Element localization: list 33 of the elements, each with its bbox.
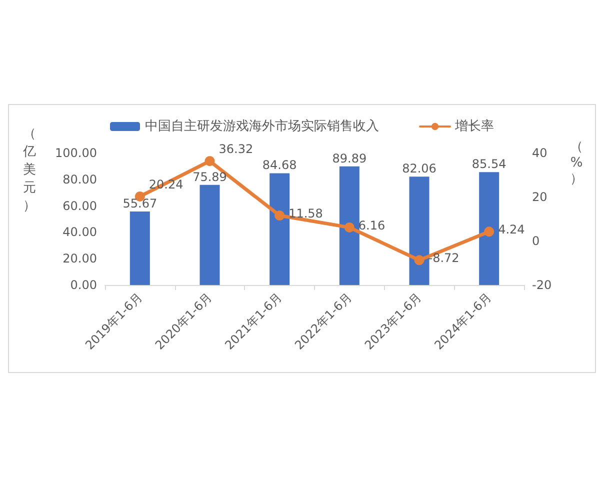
bar (339, 166, 360, 285)
bar (479, 172, 500, 285)
y2-axis-title: （%） (570, 140, 583, 186)
point (414, 255, 424, 266)
data-label: 82.06 (402, 162, 436, 176)
bar (270, 173, 290, 285)
data-label: 55.67 (122, 196, 158, 211)
y2-tick-label: -20 (532, 278, 552, 292)
point (204, 156, 215, 166)
data-label: 84.68 (262, 158, 297, 172)
point (274, 210, 285, 221)
data-label: 85.54 (472, 157, 506, 172)
bar (200, 184, 220, 285)
y-tick-label: 40.00 (62, 225, 97, 240)
point (344, 222, 354, 232)
y2-tick-label: 40 (532, 146, 548, 160)
y2-tick-label: 20 (532, 190, 548, 204)
data-label: 11.58 (288, 206, 323, 221)
bar (130, 212, 150, 285)
y-tick-label: 20.00 (62, 252, 97, 266)
y-tick-label: 80.00 (62, 172, 97, 186)
y-axis-title: （亿美元） (22, 126, 36, 214)
data-label: 36.32 (218, 142, 254, 156)
legend-label: 中国自主研发游戏海外市场实际销售收入 (145, 118, 379, 134)
y-tick-label: 0.00 (70, 278, 97, 292)
data-label: 89.89 (332, 151, 367, 166)
legend-label: 增长率 (454, 118, 494, 134)
y-tick-label: 60.00 (62, 198, 97, 213)
point (484, 226, 494, 237)
data-label: 75.89 (192, 170, 227, 184)
y2-tick-label: 0 (532, 234, 540, 248)
bar (409, 176, 430, 285)
y-tick-label: 100.00 (55, 146, 97, 160)
